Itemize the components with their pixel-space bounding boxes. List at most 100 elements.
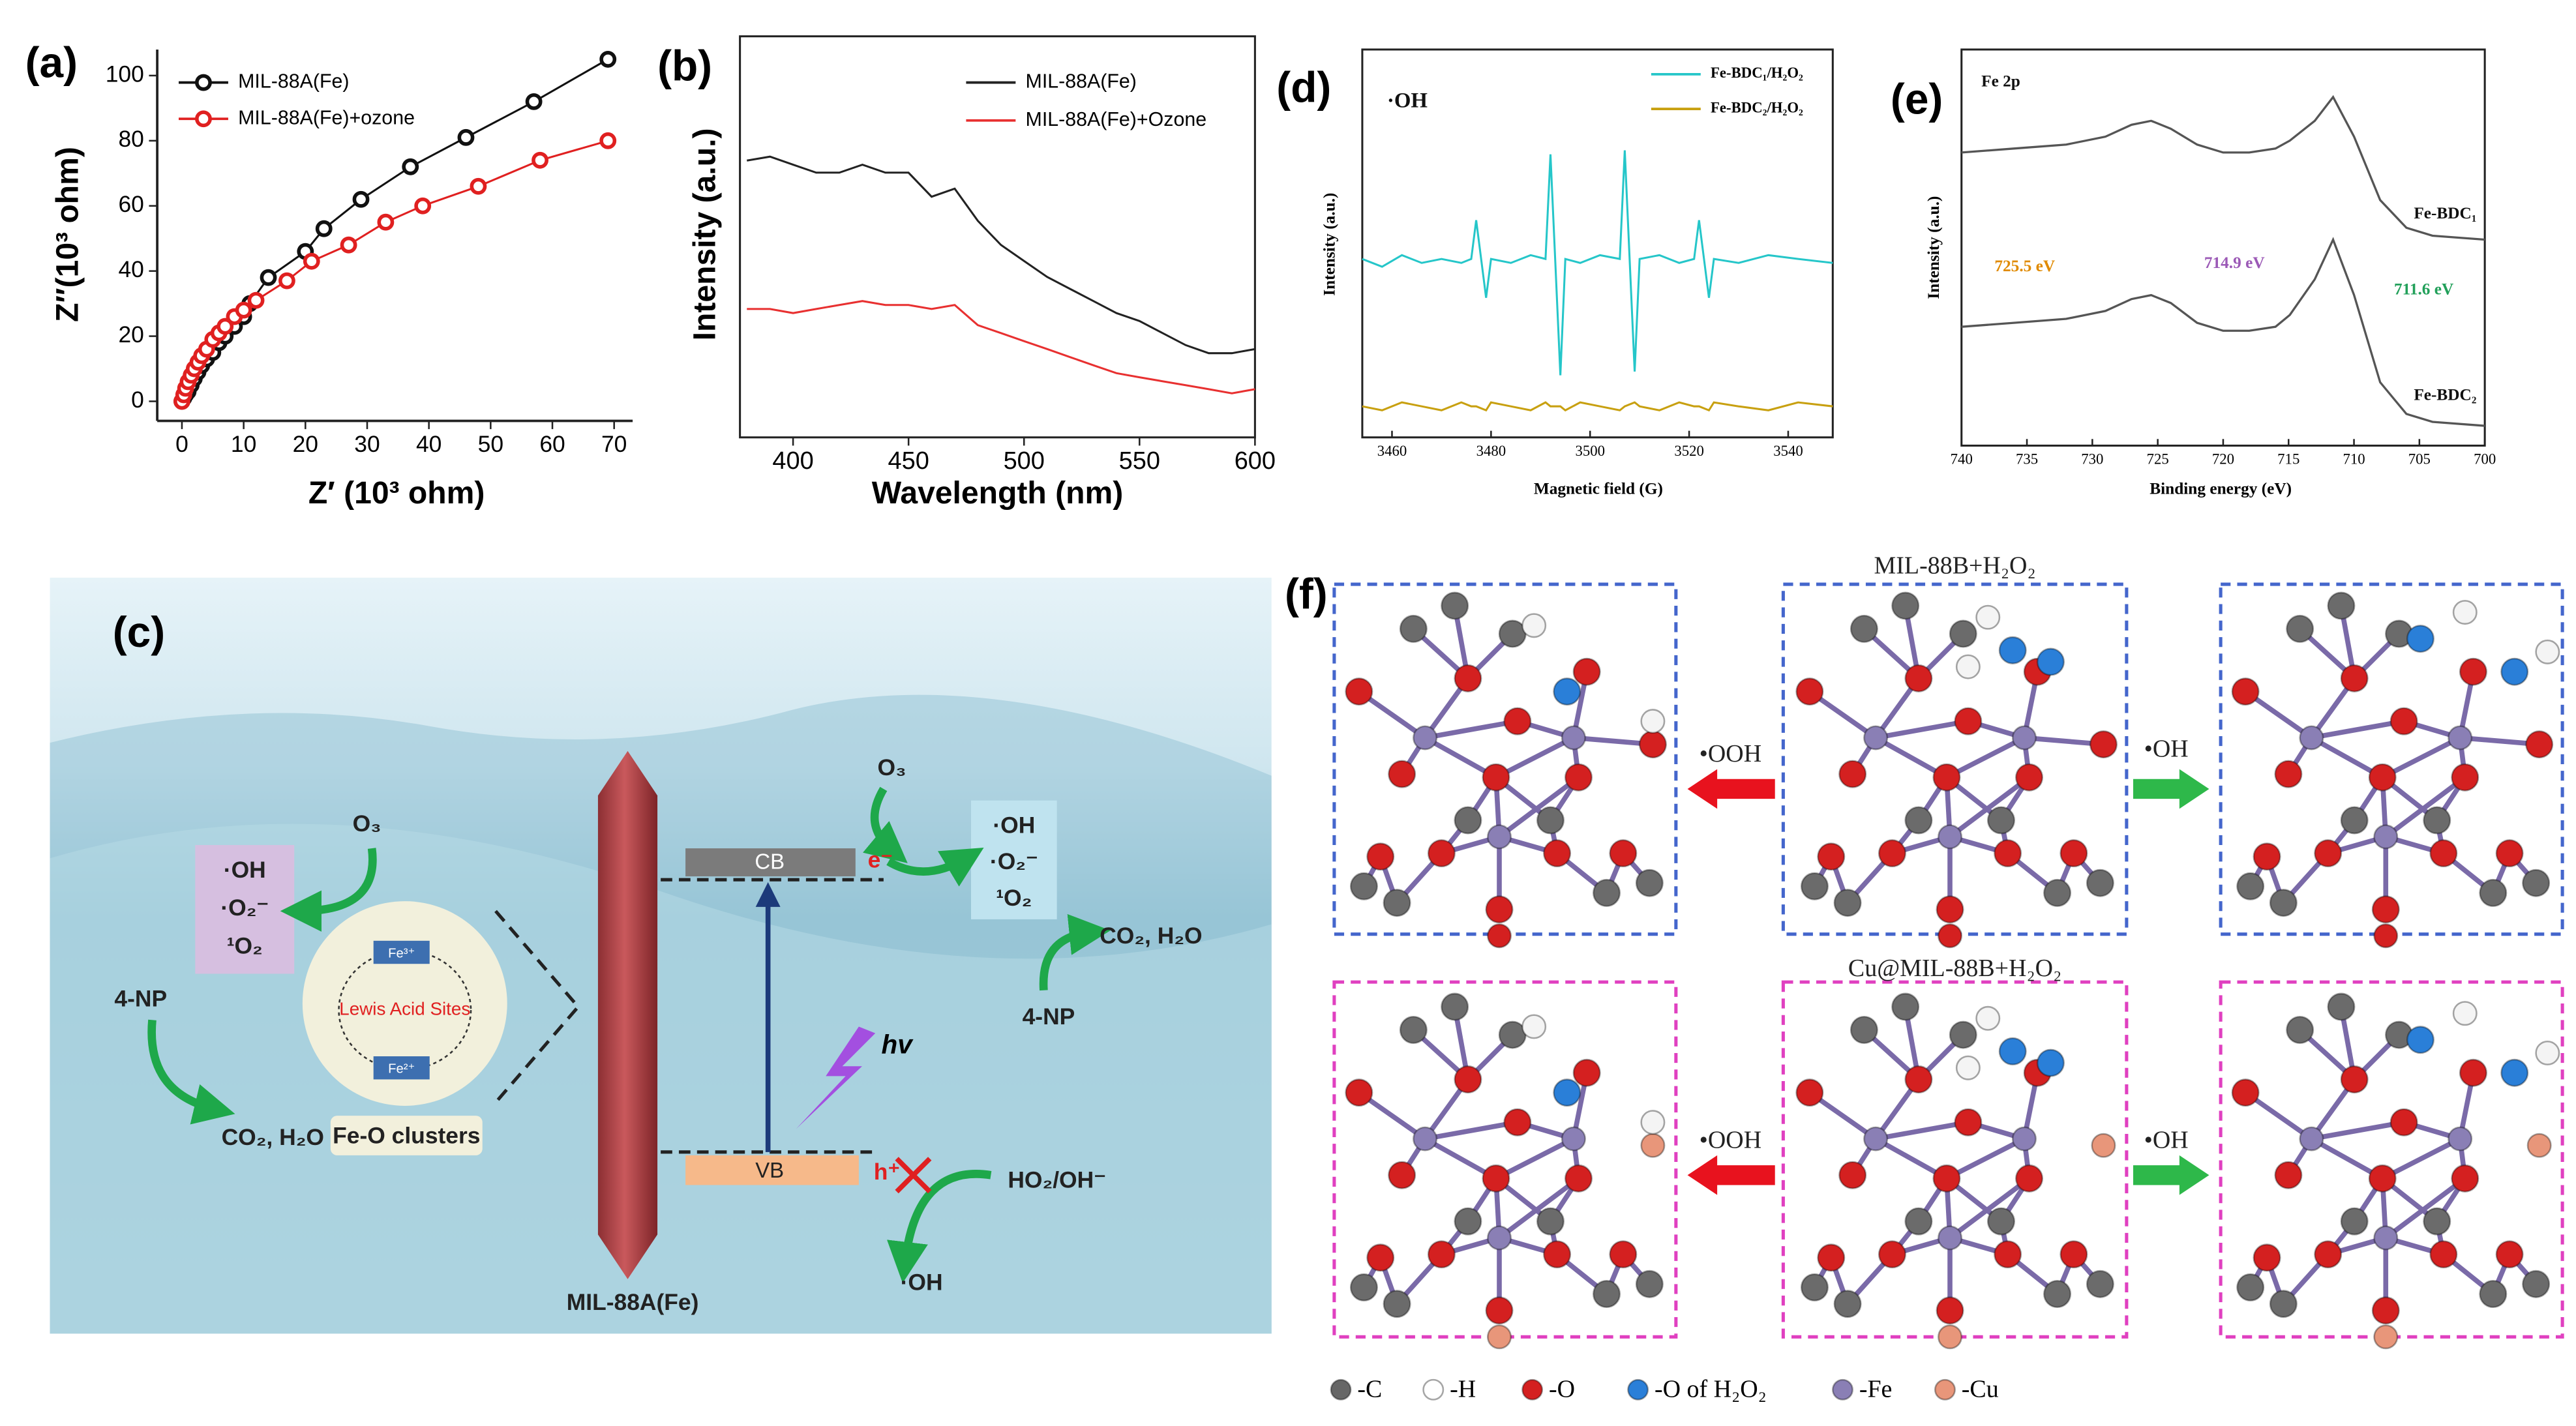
atom [2423, 806, 2451, 835]
legend-label: Fe-BDC₂/H₂O₂ [1711, 99, 1803, 115]
atom [2535, 1040, 2560, 1065]
atom [1863, 725, 1889, 750]
atom [2526, 1133, 2552, 1158]
bond [1424, 735, 1497, 780]
atom [1904, 806, 1933, 835]
atom [1572, 657, 1601, 686]
cluster-circle [302, 901, 507, 1106]
legend-label: -O of H₂O₂ [1655, 1376, 1767, 1403]
atom [2043, 878, 2072, 907]
atom [1986, 1207, 2016, 1236]
species: ·OH [901, 1270, 943, 1296]
x-tick-label: 60 [539, 431, 565, 457]
x-tick-label: 40 [416, 431, 442, 457]
atom [1833, 1290, 1862, 1318]
atom [2389, 1108, 2418, 1136]
atom [1998, 1037, 2027, 1065]
bond [1495, 1136, 1575, 1181]
atom [1487, 824, 1512, 850]
atom [2269, 1290, 2298, 1318]
point [470, 177, 487, 195]
panel-c [50, 577, 1272, 1334]
fe-node [373, 1056, 430, 1080]
plot-frame [739, 35, 1256, 439]
point [235, 301, 252, 319]
species: ¹O₂ [996, 885, 1032, 911]
atom [2314, 1240, 2343, 1269]
atom [1366, 842, 1395, 871]
series-line [746, 155, 1255, 355]
x-tick-label: 400 [772, 447, 813, 475]
atom [1521, 613, 1547, 638]
x-tick-label: 735 [2016, 451, 2038, 467]
atom [1399, 614, 1428, 643]
atom [2299, 1126, 2324, 1151]
atom [1994, 839, 2022, 868]
bond [2311, 1120, 2404, 1142]
cluster-label-box [330, 1116, 483, 1155]
structure-title: Cu@MIL-88B+H₂O₂ [1848, 955, 2061, 982]
species: ·OH [993, 812, 1035, 839]
legend-marker [195, 74, 212, 91]
point [414, 197, 432, 215]
arrow-left [1687, 1155, 1775, 1195]
atom [2011, 1126, 2037, 1151]
atom [2423, 1207, 2451, 1236]
atom [2043, 1279, 2072, 1309]
atom [2451, 1164, 2479, 1193]
bond [1424, 1136, 1497, 1181]
atom [2371, 895, 2400, 924]
atom [2286, 1015, 2314, 1045]
annotation: Fe-BDC₁ [2414, 204, 2476, 222]
atom [2451, 763, 2479, 792]
bond [1948, 1176, 2031, 1240]
atom [2015, 763, 2044, 792]
x-tick-label: 30 [354, 431, 380, 457]
atom [2459, 657, 2487, 686]
x-tick-label: 700 [2474, 451, 2496, 467]
legend-atom [1521, 1378, 1544, 1401]
x-tick-label: 3500 [1575, 443, 1605, 459]
atom [2406, 625, 2434, 653]
species: O₃ [878, 754, 906, 780]
x-tick-label: 70 [601, 431, 627, 457]
arrow-label: •OOH [1700, 1126, 1762, 1153]
species: ·O₂⁻ [220, 895, 269, 921]
atom [2340, 806, 2369, 835]
atom [2327, 591, 2356, 620]
cluster-label: Fe-O clusters [333, 1122, 480, 1148]
atom [1383, 889, 1411, 917]
atom [1838, 1161, 1867, 1189]
atom [1564, 1164, 1593, 1193]
atom [1955, 1055, 1981, 1080]
bond [1874, 1136, 1948, 1181]
atom [1485, 1296, 1514, 1325]
atom [1850, 614, 1878, 643]
atom [2314, 839, 2343, 868]
atom [2011, 725, 2037, 750]
cb-band [685, 848, 856, 877]
panel-label: (d) [1276, 63, 1331, 111]
atom [1427, 839, 1456, 868]
atom [1553, 1078, 1581, 1107]
legend-atom [1832, 1378, 1853, 1401]
atom [2500, 657, 2529, 686]
atom [1454, 1207, 1482, 1236]
bond [2384, 1176, 2467, 1240]
atom [1485, 895, 1514, 924]
atom [1388, 760, 1416, 788]
species-box [971, 800, 1057, 919]
x-tick-label: 3460 [1377, 443, 1407, 459]
bond [1808, 689, 1878, 740]
atom [2231, 1078, 2260, 1107]
point [532, 151, 548, 169]
fe-node-label: Fe³⁺ [388, 946, 415, 960]
x-tick-label: 720 [2212, 451, 2234, 467]
x-tick-label: 3540 [1773, 443, 1803, 459]
atom [2236, 872, 2265, 900]
arrow-left [1687, 769, 1775, 809]
bond [2310, 1136, 2384, 1181]
atom [2368, 763, 2397, 792]
panel-label: (f) [1285, 570, 1328, 618]
bond [2311, 719, 2404, 741]
